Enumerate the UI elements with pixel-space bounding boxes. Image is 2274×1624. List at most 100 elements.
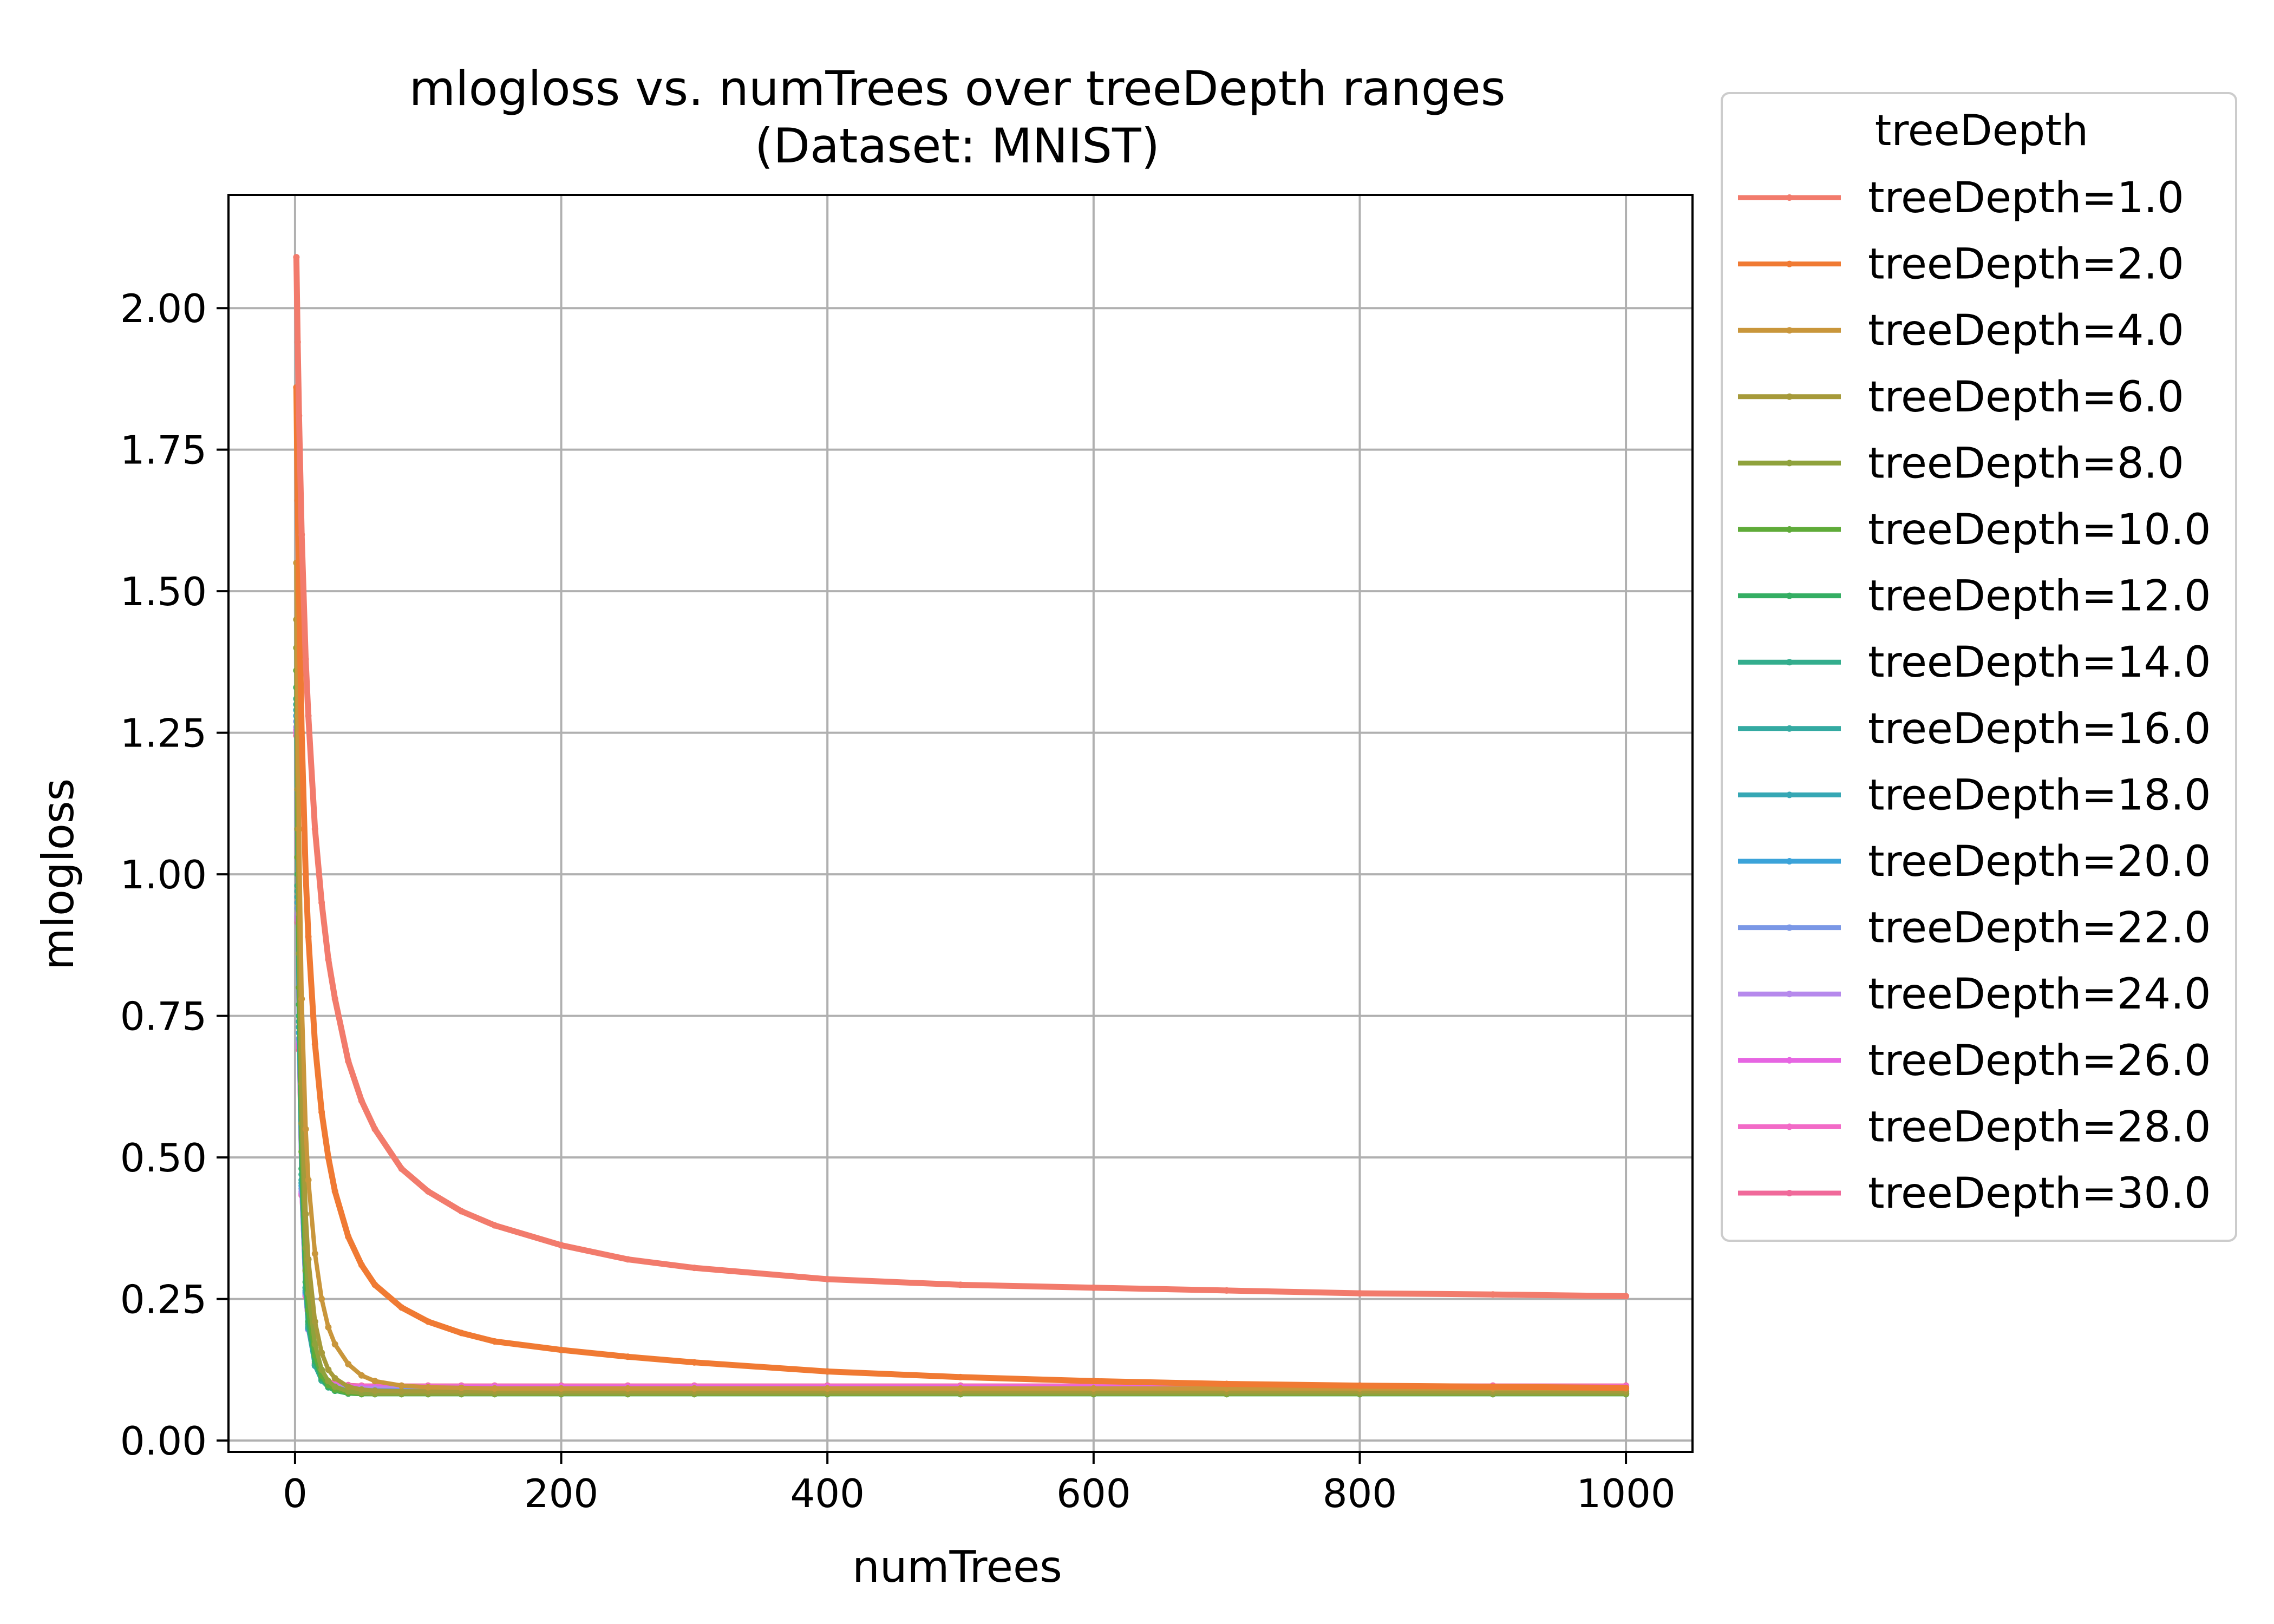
data-point [311,1318,318,1325]
legend-label: treeDepth=24.0 [1868,970,2211,1019]
data-point [325,1154,332,1161]
data-point [371,1378,378,1385]
data-point [345,1383,352,1390]
legend-marker [1786,791,1793,798]
y-tick-label: 2.00 [120,286,207,331]
data-point [325,1366,332,1373]
data-point [358,1372,365,1379]
data-point [294,338,301,345]
series-line [294,713,1629,1394]
legend-frame [1721,92,2237,1242]
legend-marker [1786,991,1793,998]
legend-item: treeDepth=20.0 [1738,837,2211,886]
data-point [398,1388,405,1395]
data-point [398,1165,405,1172]
data-point [1356,1382,1363,1389]
legend-item: treeDepth=16.0 [1738,705,2211,754]
plot-area-frame [227,194,1694,1453]
data-point [458,1384,465,1391]
data-point [305,933,312,940]
y-tick-label: 1.25 [120,711,207,756]
x-tick-label: 600 [1056,1471,1131,1516]
series-line [293,254,1629,1299]
data-point [311,826,318,833]
y-axis: 0.00 0.25 0.50 0.75 1.00 1.25 1.50 1.75 2.00 [120,286,228,1464]
data-point [296,826,303,833]
data-point [424,1318,432,1325]
data-point [318,899,325,906]
y-axis-label: mlogloss [33,778,83,970]
data-point [358,1097,365,1104]
series-line [294,719,1629,1392]
x-tick-label: 400 [790,1471,864,1516]
data-point [424,1384,432,1391]
legend-marker [1786,1190,1793,1196]
data-point [298,531,305,538]
legend-item: treeDepth=8.0 [1738,439,2184,488]
data-point [957,1281,964,1288]
data-point [325,956,332,962]
legend-label: treeDepth=2.0 [1868,240,2184,289]
data-point [1090,1284,1097,1291]
legend-item: treeDepth=22.0 [1738,904,2211,953]
y-tick-label: 0.25 [120,1277,207,1322]
legend-item: treeDepth=10.0 [1738,506,2211,554]
data-point [296,412,303,419]
data-point [325,1324,332,1331]
data-point [458,1208,465,1215]
data-point [371,1125,378,1132]
data-point [371,1387,378,1394]
legend-marker [1786,460,1793,467]
data-point [491,1385,498,1392]
data-point [345,1233,352,1240]
x-tick-label: 0 [283,1471,308,1516]
data-point [824,1385,831,1392]
legend-label: treeDepth=6.0 [1868,373,2184,422]
data-point [311,1341,318,1348]
series-treedepth-28-0 [293,729,1630,1390]
data-point [331,1375,338,1381]
series-line [294,696,1629,1397]
x-tick-label: 200 [524,1471,598,1516]
legend-item: treeDepth=18.0 [1738,771,2211,820]
data-point [957,1385,964,1392]
y-tick-label: 1.75 [120,428,207,473]
legend-item: treeDepth=26.0 [1738,1037,2211,1085]
data-point [345,1388,352,1395]
legend-marker [1786,260,1793,267]
data-point [318,1350,325,1356]
data-point [318,1109,325,1116]
data-point [1489,1383,1497,1390]
data-point [302,656,309,663]
legend-item: treeDepth=6.0 [1738,373,2184,422]
legend-item: treeDepth=1.0 [1738,174,2184,222]
legend-label: treeDepth=18.0 [1868,771,2211,820]
data-point [691,1265,698,1272]
data-point [305,1176,312,1183]
series-treedepth-2-0 [293,384,1630,1391]
legend-marker [1786,194,1793,201]
data-point [371,1281,378,1288]
legend-label: treeDepth=26.0 [1868,1037,2211,1085]
data-point [358,1386,365,1393]
series-line [294,685,1629,1397]
data-point [331,1383,338,1390]
data-point [957,1373,964,1380]
legend-label: treeDepth=10.0 [1868,506,2211,554]
legend-label: treeDepth=28.0 [1868,1103,2211,1151]
legend-item: treeDepth=12.0 [1738,572,2211,621]
series-layer [293,254,1630,1398]
data-point [298,996,305,1003]
series-line [294,728,1629,1390]
legend-marker [1786,327,1793,334]
data-point [331,996,338,1003]
data-point [1090,1378,1097,1385]
data-point [1223,1287,1230,1294]
chart-subtitle: (Dataset: MNIST) [755,118,1160,174]
legend-label: treeDepth=30.0 [1868,1169,2211,1218]
data-point [305,1256,312,1263]
data-point [558,1346,565,1353]
legend: treeDepth treeDepth=1.0treeDepth=2.0tree… [1721,92,2237,1242]
y-tick-label: 1.50 [120,569,207,614]
